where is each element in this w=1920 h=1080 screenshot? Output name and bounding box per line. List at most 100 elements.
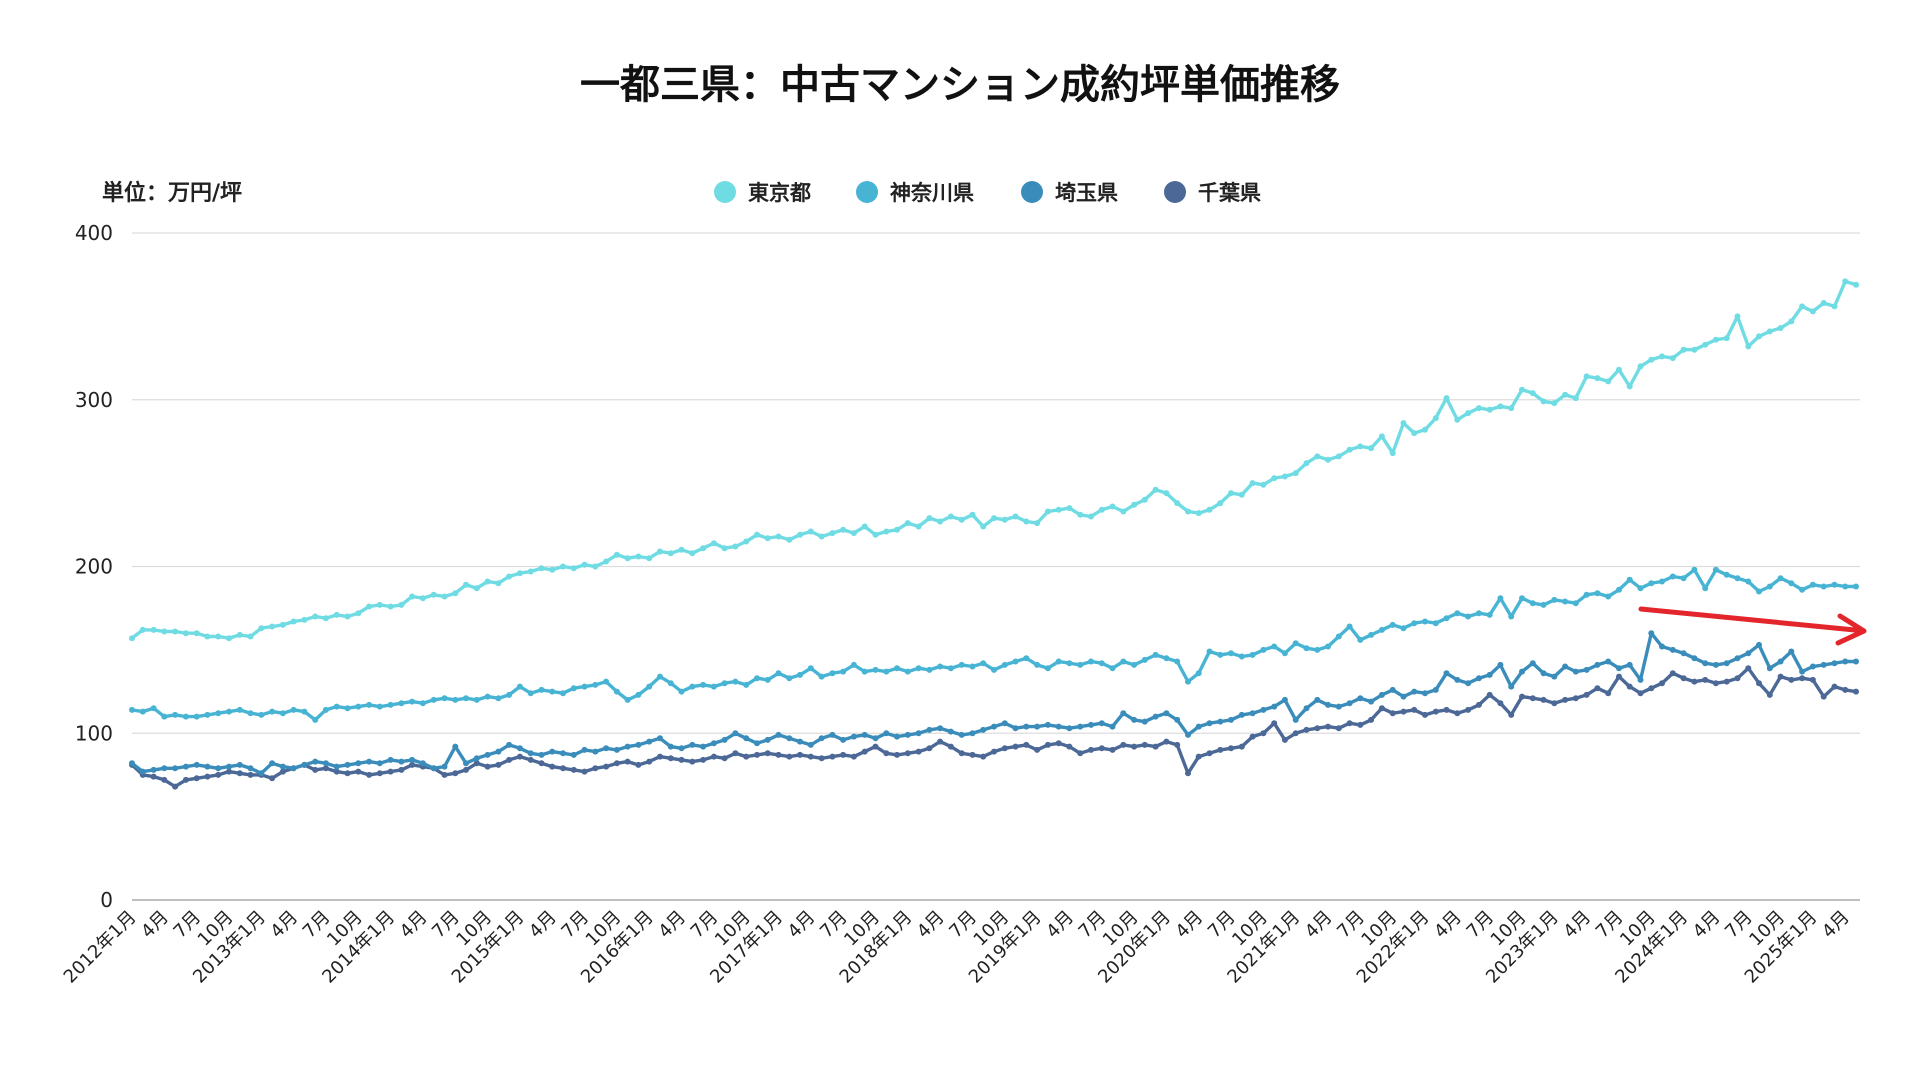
data-point [1303, 705, 1310, 712]
legend-swatch [1164, 181, 1186, 203]
data-point [1551, 673, 1558, 680]
data-point [1271, 643, 1278, 650]
data-point [139, 708, 146, 715]
data-point [1131, 661, 1138, 668]
x-tick-label: 4月 [1430, 907, 1466, 943]
data-point [1023, 655, 1030, 662]
data-point [312, 766, 319, 773]
data-point [1346, 700, 1353, 707]
data-point [1616, 586, 1622, 593]
data-point [1788, 580, 1795, 587]
data-point [818, 735, 825, 742]
data-point [689, 683, 696, 690]
data-point [366, 771, 373, 778]
data-point [1777, 673, 1784, 680]
data-point [818, 755, 825, 762]
data-point [1486, 611, 1493, 618]
data-point [1594, 590, 1601, 597]
data-point [161, 713, 168, 720]
data-point [1648, 580, 1655, 587]
data-point [937, 518, 944, 525]
data-point [1626, 576, 1633, 583]
data-point [613, 551, 620, 558]
data-point [387, 701, 394, 708]
x-tick-label: 4月 [1818, 907, 1854, 943]
data-point [1712, 336, 1719, 343]
data-point [527, 756, 534, 763]
data-point [1120, 508, 1127, 515]
data-point [613, 760, 620, 767]
data-point [1012, 513, 1019, 520]
data-point [1141, 496, 1148, 503]
data-point [1497, 661, 1504, 668]
data-point [355, 703, 362, 710]
data-point [678, 546, 685, 553]
data-point [1228, 745, 1234, 752]
data-point [732, 750, 739, 757]
data-point [1271, 475, 1278, 482]
data-point [1260, 730, 1267, 737]
data-point [495, 761, 502, 768]
data-point [538, 751, 545, 758]
data-point [969, 730, 976, 737]
data-point [1163, 655, 1170, 662]
x-tick-label: 4月 [1689, 907, 1725, 943]
data-point [312, 716, 319, 723]
data-point [1680, 675, 1687, 682]
data-point [840, 751, 847, 758]
data-point [958, 731, 965, 738]
data-point [797, 531, 803, 538]
data-point [807, 753, 814, 760]
data-point [840, 526, 847, 533]
data-point [1422, 690, 1428, 697]
data-point [387, 756, 394, 763]
data-point [1238, 491, 1245, 498]
data-point [1540, 670, 1547, 677]
data-point [1185, 770, 1191, 777]
data-point [743, 681, 750, 688]
data-point [1766, 583, 1773, 590]
data-point [1001, 661, 1008, 668]
data-point [1109, 503, 1116, 510]
data-point [1378, 691, 1385, 698]
data-point [1141, 656, 1148, 663]
data-point [635, 553, 642, 560]
data-point [1734, 655, 1741, 662]
data-point [463, 760, 469, 767]
data-point [1303, 460, 1310, 467]
data-point [1680, 575, 1687, 582]
data-point [1325, 643, 1331, 650]
data-point [1691, 566, 1698, 573]
data-point [215, 765, 222, 772]
data-point [1734, 675, 1741, 682]
data-point [312, 758, 319, 765]
data-point [1583, 373, 1590, 380]
data-point [872, 735, 879, 742]
data-point [721, 755, 728, 762]
data-point [495, 695, 502, 702]
data-point [1788, 676, 1795, 683]
data-point [1023, 741, 1030, 748]
data-point [678, 688, 685, 695]
data-point [441, 593, 448, 600]
data-point [1648, 685, 1655, 692]
data-point [969, 663, 976, 670]
data-point [1195, 670, 1202, 677]
data-point [1163, 490, 1170, 497]
data-point [473, 760, 480, 767]
data-point [150, 773, 157, 780]
data-point [1475, 610, 1482, 617]
data-point [1562, 391, 1569, 398]
data-point [1389, 450, 1396, 457]
data-point [1335, 453, 1342, 460]
data-point [1799, 675, 1806, 682]
data-point [247, 771, 254, 778]
data-point [710, 683, 717, 690]
data-point [1195, 723, 1202, 730]
x-tick-label: 4月 [913, 907, 949, 943]
data-point [204, 711, 211, 718]
data-point [1594, 685, 1601, 692]
data-point [807, 528, 814, 535]
data-point [1378, 433, 1385, 440]
